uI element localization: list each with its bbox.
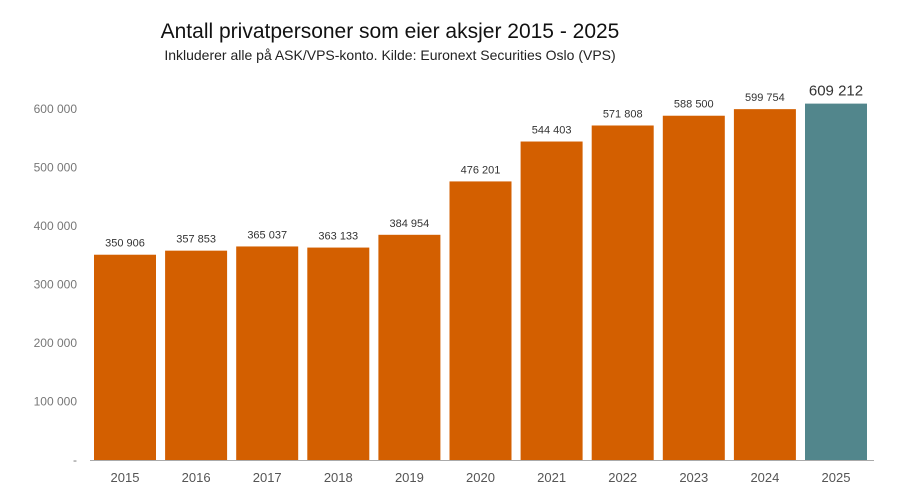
y-tick-label: 100 000 [34, 395, 78, 409]
data-label-2024: 599 754 [745, 92, 785, 104]
bar-2015 [94, 254, 156, 460]
y-tick-label: - [73, 453, 77, 467]
bar-2023 [662, 115, 725, 460]
data-label-2025: 609 212 [809, 83, 863, 100]
chart-subtitle: Inkluderer alle på ASK/VPS-konto. Kilde:… [164, 47, 616, 63]
data-labels: 350 906 357 853 365 037 363 133 384 954 476 2… [105, 83, 863, 250]
bar-2025 [805, 103, 867, 461]
y-tick-label: 400 000 [34, 219, 78, 233]
x-axis: 2015 2016 2017 2018 2019 2020 2021 2022 2023 2024… [111, 470, 851, 485]
y-axis: - 100 000 200 000 300 000 400 000 500 000 600 … [34, 102, 78, 467]
x-tick-label-2023: 2023 [679, 470, 708, 485]
x-tick-label-2018: 2018 [324, 470, 353, 485]
x-tick-label-2025: 2025 [822, 470, 851, 485]
data-label-2018: 363 133 [318, 231, 358, 243]
bar-2016 [165, 250, 228, 460]
data-label-2022: 571 808 [603, 108, 643, 120]
bar-2018 [307, 247, 370, 460]
bars [94, 103, 867, 461]
data-label-2019: 384 954 [390, 218, 430, 230]
y-tick-label: 200 000 [34, 336, 78, 350]
data-label-2017: 365 037 [247, 229, 287, 241]
data-label-2020: 476 201 [461, 164, 501, 176]
bar-2022 [591, 125, 654, 461]
x-tick-label-2021: 2021 [537, 470, 566, 485]
x-tick-label-2020: 2020 [466, 470, 495, 485]
chart-title: Antall privatpersoner som eier aksjer 20… [160, 20, 620, 43]
data-label-2015: 350 906 [105, 238, 145, 250]
bar-2020 [449, 181, 512, 460]
bar-2017 [236, 246, 299, 460]
y-tick-label: 300 000 [34, 278, 78, 292]
x-tick-label-2016: 2016 [182, 470, 211, 485]
x-tick-label-2024: 2024 [750, 470, 779, 485]
bar-2019 [378, 234, 441, 460]
y-tick-label: 600 000 [34, 102, 78, 116]
x-tick-label-2015: 2015 [111, 470, 140, 485]
x-tick-label-2017: 2017 [253, 470, 282, 485]
bar-2021 [520, 141, 583, 461]
x-tick-label-2022: 2022 [608, 470, 637, 485]
y-tick-label: 500 000 [34, 161, 78, 175]
data-label-2016: 357 853 [176, 234, 216, 246]
x-tick-label-2019: 2019 [395, 470, 424, 485]
bar-2024 [733, 109, 796, 460]
data-label-2023: 588 500 [674, 99, 714, 111]
data-label-2021: 544 403 [532, 125, 572, 137]
